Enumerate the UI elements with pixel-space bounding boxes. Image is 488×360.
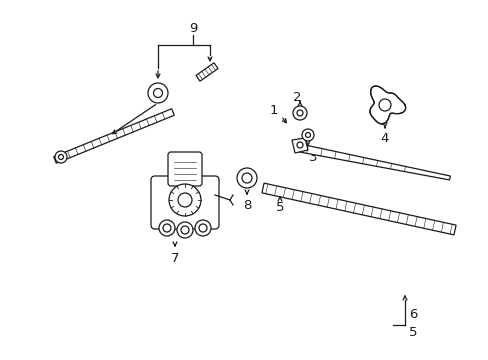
Text: 5: 5	[275, 201, 284, 213]
Circle shape	[59, 154, 63, 159]
Circle shape	[178, 193, 192, 207]
Polygon shape	[291, 138, 307, 153]
Circle shape	[242, 173, 251, 183]
Text: 3: 3	[308, 150, 317, 163]
Text: 5: 5	[408, 325, 416, 338]
Circle shape	[169, 184, 201, 216]
Circle shape	[55, 151, 67, 163]
Circle shape	[148, 83, 168, 103]
Circle shape	[181, 226, 189, 234]
Circle shape	[302, 129, 313, 141]
Circle shape	[163, 224, 171, 232]
Circle shape	[199, 224, 206, 232]
Text: 7: 7	[170, 252, 179, 265]
Circle shape	[378, 99, 390, 111]
Text: 6: 6	[408, 307, 416, 320]
Circle shape	[177, 222, 193, 238]
Polygon shape	[196, 63, 218, 81]
Text: 1: 1	[269, 104, 278, 117]
FancyBboxPatch shape	[151, 176, 219, 229]
Circle shape	[237, 168, 257, 188]
Polygon shape	[299, 144, 449, 180]
Polygon shape	[262, 183, 455, 235]
Polygon shape	[369, 86, 405, 124]
Polygon shape	[54, 109, 174, 163]
Circle shape	[296, 142, 303, 148]
Circle shape	[292, 106, 306, 120]
Text: 8: 8	[243, 198, 251, 212]
Text: 9: 9	[188, 22, 197, 35]
Circle shape	[305, 132, 310, 138]
Circle shape	[195, 220, 210, 236]
Circle shape	[159, 220, 175, 236]
Text: 2: 2	[292, 90, 301, 104]
Circle shape	[296, 110, 303, 116]
Circle shape	[153, 89, 162, 98]
Text: 4: 4	[380, 131, 388, 144]
FancyBboxPatch shape	[168, 152, 202, 186]
